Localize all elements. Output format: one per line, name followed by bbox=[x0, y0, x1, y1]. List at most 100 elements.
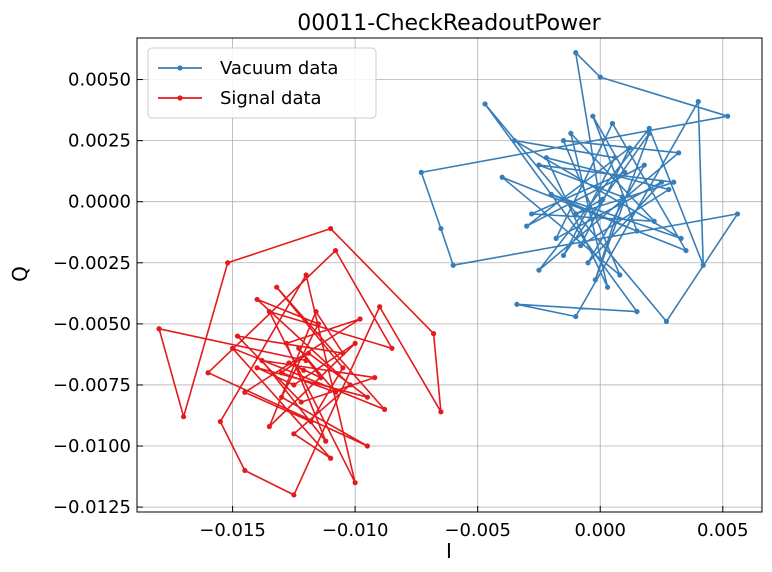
legend-label-signal-data: Signal data bbox=[220, 88, 322, 109]
vacuum-data-series bbox=[418, 50, 741, 325]
vacuum-data-point bbox=[597, 74, 603, 80]
signal-data-point bbox=[357, 316, 363, 322]
vacuum-data-point bbox=[482, 101, 488, 107]
signal-data-point bbox=[328, 455, 334, 461]
vacuum-data-point bbox=[553, 235, 559, 241]
signal-data-point bbox=[286, 360, 292, 366]
signal-data-point bbox=[438, 409, 444, 415]
vacuum-data-point bbox=[573, 313, 579, 320]
signal-data-point bbox=[340, 350, 346, 356]
plot-frame bbox=[136, 37, 763, 513]
signal-data-point bbox=[296, 345, 302, 351]
vacuum-data-point bbox=[560, 252, 567, 259]
x-tick-label: 0.000 bbox=[574, 520, 626, 541]
vacuum-data-point bbox=[536, 162, 542, 168]
vacuum-data-point bbox=[450, 262, 456, 268]
signal-data-point bbox=[313, 309, 319, 315]
vacuum-data-point bbox=[700, 262, 706, 268]
vacuum-data-point bbox=[658, 179, 665, 185]
signal-data-point bbox=[372, 375, 378, 381]
signal-data-point bbox=[364, 394, 370, 400]
legend-label-vacuum-data: Vacuum data bbox=[220, 58, 338, 79]
signal-data-point bbox=[389, 345, 395, 351]
x-tick-label: 0.005 bbox=[697, 520, 749, 541]
signal-data-point bbox=[315, 321, 321, 327]
y-tick-label: −0.0125 bbox=[53, 497, 131, 518]
legend-box bbox=[147, 47, 377, 119]
vacuum-data-point bbox=[604, 284, 611, 290]
vacuum-data-point bbox=[646, 125, 652, 132]
vacuum-data-point bbox=[543, 155, 549, 161]
x-tick-label: −0.010 bbox=[322, 520, 389, 541]
signal-data-point bbox=[291, 492, 297, 498]
signal-data-point bbox=[364, 443, 370, 449]
signal-data-point bbox=[332, 389, 339, 395]
vacuum-data-point bbox=[627, 145, 633, 151]
signal-data-point bbox=[229, 345, 236, 351]
legend: Vacuum data Signal data bbox=[147, 47, 377, 119]
vacuum-data-point bbox=[676, 150, 682, 156]
legend-marker-signal-data bbox=[177, 95, 183, 101]
vacuum-data-point bbox=[560, 138, 567, 144]
signal-data-point bbox=[225, 260, 231, 266]
axis-ticks: −0.015 −0.010 −0.005 0.000 0.005 0.0050 0.0025… bbox=[53, 70, 749, 541]
signal-data-point bbox=[347, 382, 353, 388]
vacuum-data-point bbox=[592, 277, 598, 283]
y-tick-label: 0.0000 bbox=[68, 192, 131, 213]
vacuum-data-point bbox=[548, 191, 554, 197]
signal-data-point bbox=[266, 309, 272, 315]
signal-data-point bbox=[328, 225, 334, 232]
signal-data-point bbox=[234, 333, 241, 339]
vacuum-data-point bbox=[590, 113, 596, 119]
x-axis-label: I bbox=[446, 539, 452, 563]
vacuum-data-point bbox=[671, 179, 677, 185]
vacuum-data-point bbox=[619, 194, 625, 200]
signal-data-point bbox=[377, 304, 383, 310]
vacuum-data-point bbox=[568, 130, 574, 136]
vacuum-data-point bbox=[573, 211, 579, 217]
signal-data-point bbox=[301, 367, 307, 373]
signal-data-point bbox=[279, 370, 285, 376]
vacuum-data-point bbox=[609, 120, 616, 127]
vacuum-data-point bbox=[634, 309, 640, 315]
x-tick-label: −0.015 bbox=[199, 520, 266, 541]
vacuum-data-point bbox=[725, 113, 731, 119]
signal-data-point bbox=[381, 406, 388, 412]
signal-data-point bbox=[298, 399, 304, 405]
signal-data-line bbox=[158, 227, 442, 496]
signal-data-point bbox=[242, 467, 248, 474]
signal-data-point bbox=[242, 389, 248, 395]
signal-data-point bbox=[352, 340, 358, 347]
y-tick-label: −0.0050 bbox=[53, 314, 131, 335]
signal-data-point bbox=[303, 357, 309, 364]
vacuum-data-point bbox=[651, 218, 657, 224]
vacuum-data-point bbox=[734, 211, 741, 217]
vacuum-data-line bbox=[420, 51, 739, 323]
vacuum-data-point bbox=[695, 98, 701, 105]
y-axis-label: Q bbox=[8, 266, 32, 282]
signal-data-point bbox=[259, 357, 265, 364]
signal-data-point bbox=[254, 296, 260, 303]
vacuum-data-point bbox=[663, 318, 670, 325]
signal-data-point bbox=[303, 272, 309, 278]
vacuum-data-point bbox=[499, 174, 505, 180]
vacuum-data-point bbox=[622, 169, 628, 175]
y-tick-label: −0.0100 bbox=[53, 436, 131, 457]
signal-data-point bbox=[156, 326, 162, 332]
vacuum-data-point bbox=[617, 272, 623, 278]
signal-data-series bbox=[156, 225, 444, 498]
vacuum-data-point bbox=[641, 162, 647, 168]
vacuum-data-point bbox=[646, 130, 652, 136]
vacuum-data-point bbox=[666, 186, 672, 193]
signal-data-point bbox=[274, 284, 280, 290]
vacuum-data-point bbox=[678, 235, 684, 241]
vacuum-data-point bbox=[514, 301, 520, 307]
vacuum-data-point bbox=[634, 228, 640, 234]
legend-marker-vacuum-data bbox=[177, 65, 183, 71]
vacuum-data-point bbox=[573, 50, 579, 56]
vacuum-data-point bbox=[536, 267, 542, 273]
signal-data-point bbox=[266, 423, 272, 430]
y-tick-label: 0.0025 bbox=[68, 131, 131, 152]
y-tick-label: −0.0075 bbox=[53, 375, 131, 396]
